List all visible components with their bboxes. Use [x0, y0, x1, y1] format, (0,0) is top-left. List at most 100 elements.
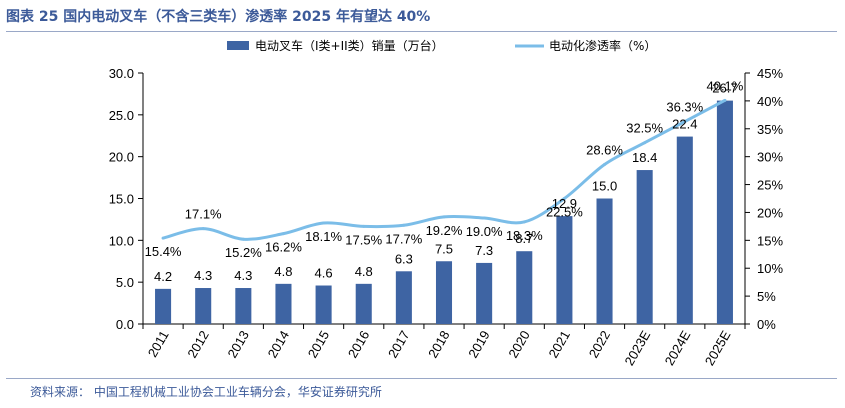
- line-point: [643, 141, 647, 145]
- x-tick-label: 2020: [505, 328, 532, 361]
- line-point: [161, 236, 165, 240]
- x-tick-label: 2021: [546, 328, 573, 361]
- bar-value-label: 12.9: [552, 196, 577, 211]
- line-point: [362, 224, 366, 228]
- y-left-tick-label: 20.0: [109, 150, 134, 165]
- bar: [596, 198, 613, 324]
- y-left-tick-label: 30.0: [109, 66, 134, 81]
- bar: [315, 285, 332, 324]
- y-right-tick-label: 0%: [757, 317, 776, 332]
- bar: [476, 262, 493, 324]
- y-right-tick-label: 40%: [757, 94, 783, 109]
- x-tick-label: 2012: [184, 328, 211, 361]
- x-tick-label: 2023E: [621, 328, 653, 368]
- bar-value-label: 4.3: [194, 268, 212, 283]
- line-point: [482, 216, 486, 220]
- bar-value-label: 18.4: [632, 150, 657, 165]
- x-tick-label: 2011: [145, 328, 172, 360]
- bar-value-label: 6.3: [395, 251, 413, 266]
- legend-bar-swatch: [227, 41, 249, 50]
- y-left-tick-label: 10.0: [109, 233, 134, 248]
- x-tick-label: 2017: [385, 328, 412, 361]
- line-value-label: 16.2%: [265, 240, 302, 255]
- bar: [556, 216, 573, 324]
- line-point: [442, 215, 446, 219]
- data-labels: 4.2 4.3 4.3 4.8 4.6 4.8 6.3 7.5 7.3 8.7 12.9 15.0 18…: [145, 78, 744, 284]
- line-point: [322, 221, 326, 225]
- x-tick-label: 2013: [224, 328, 251, 361]
- bar-value-label: 22.4: [672, 117, 697, 132]
- figure-title: 图表 25 国内电动叉车（不含三类车）渗透率 2025 年有望达 40%: [6, 9, 431, 25]
- bar-value-label: 4.8: [355, 264, 373, 279]
- bar: [155, 288, 172, 324]
- bar-value-label: 7.5: [435, 241, 453, 256]
- legend: 电动叉车（I类+II类）销量（万台） 电动化渗透率（%）: [227, 38, 656, 53]
- y-right-tick-label: 5%: [757, 289, 776, 304]
- bar: [716, 100, 733, 324]
- bar: [235, 288, 252, 324]
- bar-value-label: 4.6: [315, 266, 333, 281]
- y-right-tick-label: 15%: [757, 233, 783, 248]
- x-tick-label: 2018: [425, 328, 452, 361]
- line-value-label: 19.2%: [426, 223, 463, 238]
- line-value-label: 17.5%: [345, 232, 382, 247]
- bar-value-label: 4.8: [274, 264, 292, 279]
- line-point: [201, 227, 205, 231]
- line-value-label: 28.6%: [586, 142, 623, 157]
- line-point: [723, 98, 727, 102]
- y-left-tick-label: 25.0: [109, 108, 134, 123]
- x-tick-label: 2014: [265, 328, 292, 361]
- bar: [395, 271, 412, 324]
- y-left-tick-label: 5.0: [116, 275, 134, 290]
- x-tick-label: 2019: [465, 328, 492, 361]
- x-tick-label: 2015: [305, 328, 332, 361]
- legend-line-label: 电动化渗透率（%）: [549, 38, 656, 53]
- line-value-label: 19.0%: [466, 224, 503, 239]
- bar: [435, 261, 453, 324]
- line-point: [562, 197, 566, 200]
- y-right-tick-label: 35%: [757, 122, 783, 137]
- y-right-tick-label: 45%: [757, 66, 783, 81]
- bar: [636, 170, 653, 324]
- y-right-tick-label: 20%: [757, 205, 783, 220]
- bar: [275, 283, 292, 324]
- y-left-tick-label: 0.0: [116, 317, 134, 332]
- line-point: [522, 220, 526, 224]
- line-value-label: 32.5%: [626, 121, 663, 136]
- line-value-label: 15.2%: [225, 245, 262, 260]
- line-point: [241, 237, 245, 241]
- line-value-label: 36.3%: [666, 100, 703, 115]
- y-right-tick-label: 30%: [757, 150, 783, 165]
- title-divider: [6, 31, 837, 32]
- line-value-label: 18.3%: [506, 228, 543, 243]
- bar: [195, 288, 212, 324]
- y-right-tick-label: 25%: [757, 178, 783, 193]
- legend-bar-label: 电动叉车（I类+II类）销量（万台）: [255, 38, 444, 53]
- penetration-line: [161, 98, 727, 241]
- y-right-tick-label: 10%: [757, 261, 783, 276]
- line-value-label: 15.4%: [145, 244, 182, 259]
- y-left-tick-label: 15.0: [109, 192, 134, 207]
- line-point: [402, 223, 406, 227]
- source-note: 资料来源： 中国工程机械工业协会工业车辆分会，华安证券研究所: [30, 385, 382, 399]
- line-value-label: 17.1%: [185, 207, 222, 222]
- bar-value-label: 4.2: [154, 269, 172, 284]
- line-value-label: 40.1%: [706, 78, 743, 93]
- bars: [155, 100, 733, 324]
- line-point: [281, 232, 285, 236]
- line-value-label: 22.5%: [546, 205, 583, 220]
- x-tick-label: 2016: [345, 328, 372, 361]
- line-value-label: 17.7%: [385, 231, 422, 246]
- bar-value-label: 4.3: [234, 268, 252, 283]
- bar-value-label: 15.0: [592, 179, 617, 194]
- bar-value-label: 26.7: [712, 81, 737, 96]
- source-divider: [6, 378, 837, 379]
- x-tick-label: 2022: [586, 328, 613, 361]
- bar: [355, 283, 372, 324]
- bar: [676, 136, 693, 324]
- line-point: [603, 162, 607, 166]
- x-tick-label: 2024E: [662, 328, 694, 368]
- bar-value-label: 8.7: [515, 231, 533, 246]
- bar-value-label: 7.3: [475, 243, 493, 258]
